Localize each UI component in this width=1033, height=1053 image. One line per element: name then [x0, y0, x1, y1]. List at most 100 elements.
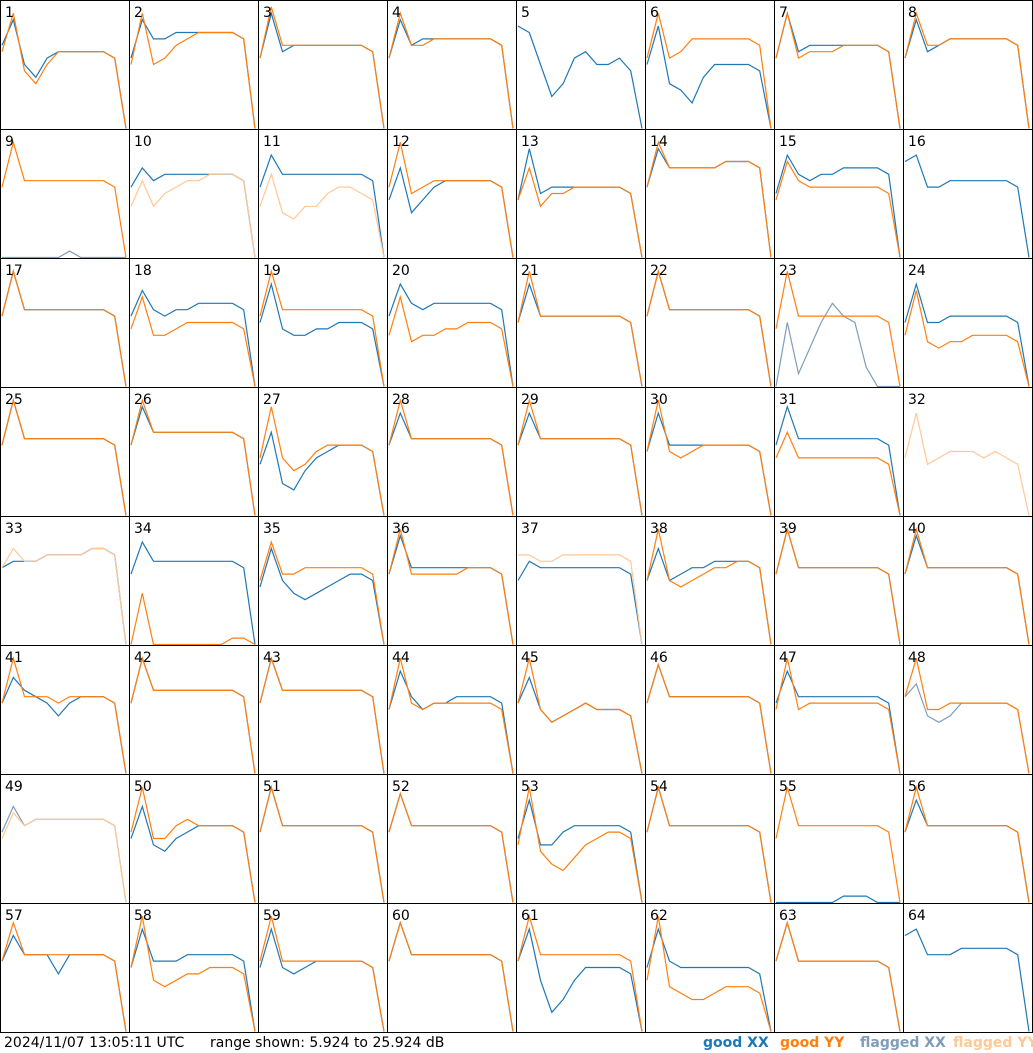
panel: 21: [516, 258, 646, 388]
panel-frame: [774, 516, 904, 646]
spectrum-yy: [1, 920, 127, 1032]
panel-frame: [645, 645, 775, 775]
panel: 52: [387, 774, 517, 904]
spectrum-yy: [775, 658, 901, 774]
panel-label: 19: [263, 263, 281, 279]
panel-frame: [774, 774, 904, 904]
panel-frame: [258, 774, 388, 904]
panel: 5: [516, 0, 646, 130]
panel-label: 55: [779, 779, 797, 795]
panel-frame: [774, 645, 904, 775]
panel-frame: [129, 774, 259, 904]
spectrum-yy: [1, 656, 127, 774]
panel-label: 50: [134, 779, 152, 795]
panel-label: 23: [779, 263, 797, 279]
spectrum-yy: [775, 787, 901, 903]
panel-label: 44: [392, 650, 410, 666]
panel: 55: [774, 774, 904, 904]
panel: 18: [129, 258, 259, 388]
spectrum-xx: [517, 560, 643, 645]
range-label: range shown:: [210, 1035, 305, 1051]
panel-label: 37: [521, 521, 539, 537]
panel-label: 22: [650, 263, 668, 279]
panel-label: 2: [134, 5, 143, 21]
panel: 61: [516, 903, 646, 1033]
panel-frame: [645, 516, 775, 646]
spectrum-yy: [130, 173, 256, 258]
panel: 15: [774, 129, 904, 259]
panel-label: 49: [5, 779, 23, 795]
panel-frame: [0, 645, 130, 775]
panel: 16: [903, 129, 1033, 259]
panel: 6: [645, 0, 775, 130]
spectrum-xx: [517, 25, 643, 129]
spectrum-xx: [259, 546, 385, 645]
panel: 44: [387, 645, 517, 775]
panel-label: 42: [134, 650, 152, 666]
spectrum-yy: [646, 529, 772, 645]
spectrum-yy: [517, 398, 643, 516]
range-max: 25.924: [372, 1035, 421, 1051]
panel: 20: [387, 258, 517, 388]
panel-label: 9: [5, 134, 14, 150]
spectrum-yy: [259, 540, 385, 645]
panel-frame: [903, 129, 1033, 259]
panel: 1: [0, 0, 130, 130]
panel: 26: [129, 387, 259, 517]
panel-label: 25: [5, 392, 23, 408]
panel-frame: [516, 129, 646, 259]
panel-label: 47: [779, 650, 797, 666]
panel-frame: [387, 645, 517, 775]
panel-label: 27: [263, 392, 281, 408]
spectrum-yy: [259, 6, 385, 129]
spectrum-xx: [904, 928, 1030, 1032]
spectrum-yy: [904, 527, 1030, 645]
panel-frame: [258, 516, 388, 646]
panel-frame: [387, 774, 517, 904]
spectrum-yy: [646, 916, 772, 1032]
panel-label: 60: [392, 908, 410, 924]
panel: 29: [516, 387, 646, 517]
spectrum-xx: [904, 281, 1030, 387]
legend-entry: good YY: [780, 1035, 845, 1051]
spectrum-yy: [517, 165, 643, 258]
spectrum-yy: [259, 785, 385, 903]
panel-label: 33: [5, 521, 23, 537]
panel: 46: [645, 645, 775, 775]
panel-label: 53: [521, 779, 539, 795]
spectrum-yy: [388, 142, 514, 258]
panel-frame: [774, 903, 904, 1033]
panel: 4: [387, 0, 517, 130]
panel-frame: [903, 258, 1033, 388]
spectrum-yy: [518, 554, 643, 645]
spectrum-yy: [388, 791, 514, 903]
panel: 9: [0, 129, 130, 259]
spectrum-yy: [775, 271, 901, 387]
panel: 36: [387, 516, 517, 646]
panel-label: 28: [392, 392, 410, 408]
panel: 41: [0, 645, 130, 775]
spectrum-xx: [646, 25, 772, 129]
panel-label: 30: [650, 392, 668, 408]
spectrum-yy: [1, 811, 127, 903]
spectrum-yy: [646, 13, 772, 129]
spectrum-xx: [775, 669, 901, 774]
panel-label: 4: [392, 5, 401, 21]
spectrum-yy: [388, 658, 514, 774]
spectrum-xx: [388, 282, 514, 387]
panel-label: 20: [392, 263, 410, 279]
panel-frame: [387, 129, 517, 259]
panel: 49: [0, 774, 130, 904]
spectrum-yy: [904, 785, 1030, 903]
spectrum-yy: [388, 920, 514, 1032]
panel: 12: [387, 129, 517, 259]
panel-label: 26: [134, 392, 152, 408]
spectrum-xx: [517, 926, 643, 1032]
spectrum-yy: [130, 13, 256, 129]
panel: 24: [903, 258, 1033, 388]
panel: 2: [129, 0, 259, 130]
panel-label: 38: [650, 521, 668, 537]
spectrum-yy: [646, 269, 772, 387]
panel-frame: [0, 903, 130, 1033]
panel-label: 10: [134, 134, 152, 150]
